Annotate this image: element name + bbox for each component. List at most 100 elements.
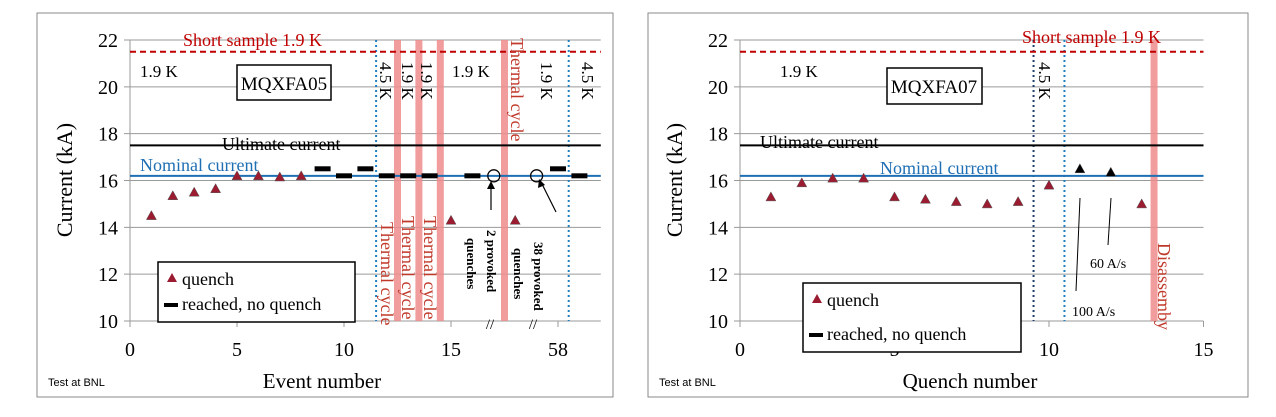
temperature-label: 4.5 K — [578, 62, 597, 101]
data-point-triangle — [1074, 163, 1086, 174]
y-tick-label: 22 — [98, 30, 118, 52]
y-tick-label: 10 — [708, 311, 728, 333]
thermal-cycle-band — [1150, 40, 1158, 321]
panel-label-box — [236, 64, 332, 101]
y-tick-label: 18 — [98, 124, 118, 146]
panel-label-box — [886, 67, 983, 105]
annotation-leader-line — [1075, 197, 1081, 292]
short-sample-label: Short sample 1.9 K — [1022, 27, 1161, 47]
y-tick-label: 16 — [708, 171, 728, 193]
data-point-triangle — [274, 171, 286, 182]
panel-label: MQXFA07 — [891, 77, 977, 98]
legend-label-reached: reached, no quench — [182, 294, 321, 314]
disassembly-label: Disassemby — [1154, 243, 1174, 330]
legend-dash-icon — [164, 303, 178, 307]
data-point-triangle — [1012, 196, 1024, 206]
ultimate-current-label: Ultimate current — [760, 132, 878, 152]
legend-box — [157, 261, 356, 323]
arrow-line — [540, 181, 557, 213]
test-note: Test at BNL — [659, 377, 716, 389]
temperature-label: 1.9 K — [537, 62, 556, 101]
y-tick-label: 12 — [708, 264, 728, 286]
x-axis-title: Event number — [263, 369, 381, 393]
data-point-triangle — [858, 172, 870, 183]
circled-point — [529, 169, 544, 183]
data-point-dash — [314, 166, 331, 172]
data-point-triangle — [188, 186, 200, 197]
provoked-quenches-label: quenches — [511, 248, 526, 299]
temperature-label: 1.9 K — [452, 62, 491, 81]
legend-box — [802, 282, 1022, 353]
x-axis-title: Quench number — [903, 369, 1038, 393]
data-point-triangle — [950, 196, 962, 206]
thermal-cycle-band — [436, 40, 444, 321]
data-point-triangle — [1043, 179, 1055, 190]
data-point-dash — [464, 173, 481, 179]
data-point-triangle — [1136, 198, 1148, 209]
data-point-triangle — [1105, 166, 1117, 177]
temperature-label: 1.9 K — [780, 62, 819, 81]
arrow-head-icon — [538, 179, 545, 188]
data-point-triangle — [252, 170, 264, 181]
x-tick-label: 15 — [1194, 339, 1214, 361]
thermal-cycle-label: Thermal cycle — [398, 216, 418, 319]
y-tick-label: 10 — [98, 311, 118, 333]
data-point-dash — [400, 173, 417, 179]
x-tick-label: 58 — [548, 339, 568, 361]
temperature-label: 1.9 K — [140, 62, 179, 81]
provoked-quenches-label: quenches — [464, 238, 479, 289]
data-point-triangle — [145, 210, 157, 220]
ultimate-current-label: Ultimate current — [222, 134, 340, 154]
y-tick-label: 16 — [98, 171, 118, 193]
legend-triangle-icon — [167, 273, 177, 282]
y-tick-label: 12 — [98, 264, 118, 286]
thermal-cycle-band — [415, 40, 423, 321]
nominal-current-label: Nominal current — [140, 155, 258, 175]
data-point-triangle — [509, 214, 521, 225]
thermal-cycle-label: Thermal cycle — [420, 216, 440, 319]
legend-label-quench: quench — [827, 290, 879, 310]
y-tick-label: 20 — [98, 77, 118, 99]
panel-label: MQXFA05 — [241, 74, 327, 95]
thermal-cycle-label: Thermal cycle — [377, 222, 397, 325]
data-point-triangle — [210, 183, 222, 193]
y-tick-label: 14 — [98, 217, 118, 239]
test-note: Test at BNL — [48, 377, 105, 389]
data-point-triangle — [445, 214, 457, 225]
data-point-dash — [571, 173, 588, 179]
data-point-triangle — [889, 191, 900, 202]
arrow-head-icon — [487, 181, 495, 189]
thermal-cycle-band — [501, 40, 508, 321]
data-point-triangle — [231, 170, 243, 181]
legend-dash-icon — [809, 333, 823, 337]
y-axis-title: Current (kA) — [662, 123, 687, 237]
axis-break-mark: // — [529, 317, 538, 333]
x-tick-label: 0 — [735, 339, 745, 361]
rate-label-100: 100 A/s — [1072, 305, 1115, 320]
thermal-cycle-band — [394, 40, 401, 321]
data-point-triangle — [167, 190, 179, 200]
legend-label-quench: quench — [182, 269, 234, 289]
y-tick-label: 22 — [708, 30, 728, 52]
nominal-current-label: Nominal current — [880, 158, 998, 178]
data-point-triangle — [827, 172, 839, 183]
legend-label-reached: reached, no quench — [827, 324, 966, 344]
data-point-dash — [378, 173, 395, 179]
thermal-cycle-label: Thermal cycle — [507, 38, 527, 141]
temperature-label: 4.5 K — [376, 62, 395, 101]
temperature-label: 1.9 K — [398, 62, 417, 101]
data-point-triangle — [765, 191, 777, 202]
rate-label-60: 60 A/s — [1090, 257, 1126, 272]
temperature-label: 4.5 K — [1035, 62, 1054, 101]
data-point-dash — [336, 173, 352, 179]
data-point-triangle — [919, 193, 931, 204]
x-tick-label: 10 — [1039, 339, 1059, 361]
y-tick-label: 20 — [708, 77, 728, 99]
x-tick-label: 15 — [441, 339, 461, 361]
data-point-triangle — [295, 170, 307, 181]
x-tick-label: 10 — [334, 339, 354, 361]
circled-point — [487, 169, 501, 183]
x-tick-label: 0 — [125, 339, 135, 361]
data-point-dash — [357, 166, 374, 172]
